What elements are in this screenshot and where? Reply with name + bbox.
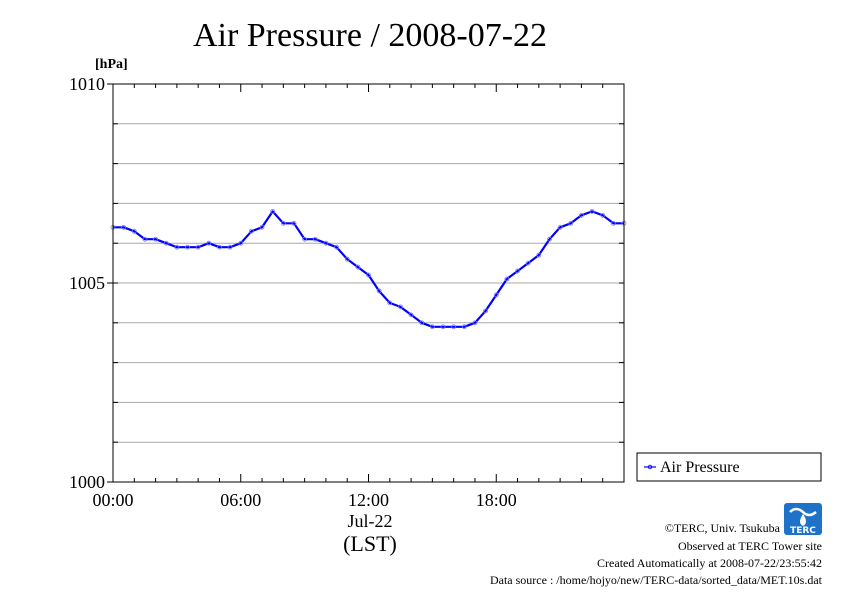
data-point — [557, 224, 563, 230]
data-point — [142, 236, 148, 242]
data-point — [163, 240, 169, 246]
y-tick-label: 1005 — [69, 273, 105, 293]
data-point — [493, 292, 499, 298]
data-point — [536, 252, 542, 258]
data-point — [121, 224, 127, 230]
data-point — [504, 276, 510, 282]
data-point — [429, 324, 435, 330]
x-axis-label: (LST) — [343, 531, 397, 556]
data-point — [525, 260, 531, 266]
series-layer — [110, 208, 627, 330]
copyright-text: ©TERC, Univ. Tsukuba — [665, 521, 781, 535]
data-point — [568, 220, 574, 226]
x-tick-label: 06:00 — [220, 490, 261, 510]
x-axis-ticks: 00:00 06:00 12:00 18:00 — [92, 84, 625, 510]
terc-logo: TERC — [784, 503, 822, 536]
data-point — [323, 240, 329, 246]
data-point — [248, 228, 254, 234]
data-point — [610, 220, 616, 226]
y-tick-label: 1000 — [69, 472, 105, 492]
data-point — [302, 236, 308, 242]
y-axis-unit: [hPa] — [95, 57, 128, 72]
legend-label: Air Pressure — [660, 459, 740, 476]
data-point — [259, 224, 265, 230]
data-point — [206, 240, 212, 246]
data-point — [483, 308, 489, 314]
data-point — [131, 228, 137, 234]
data-point — [355, 264, 361, 270]
series-line — [113, 210, 624, 328]
x-tick-label: 18:00 — [476, 490, 517, 510]
data-point — [291, 220, 297, 226]
data-point — [366, 272, 371, 278]
data-point — [227, 244, 233, 250]
data-point — [174, 244, 180, 250]
data-point — [515, 268, 520, 274]
y-tick-label: 1010 — [69, 74, 105, 94]
legend: Air Pressure — [636, 452, 822, 482]
data-point — [217, 244, 222, 250]
x-tick-label: 00:00 — [92, 490, 133, 510]
data-point — [238, 240, 244, 246]
chart-title: Air Pressure / 2008-07-22 — [193, 17, 547, 54]
legend-marker — [647, 464, 653, 470]
source-text: Data source : /home/hojyo/new/TERC-data/… — [490, 573, 823, 587]
observed-text: Observed at TERC Tower site — [678, 539, 822, 553]
data-point — [270, 208, 276, 214]
data-point — [600, 212, 606, 218]
data-point — [589, 208, 595, 214]
data-point — [376, 288, 382, 294]
data-point — [408, 312, 414, 318]
data-point — [451, 324, 457, 330]
data-point — [461, 324, 467, 330]
logo-text: TERC — [790, 526, 816, 536]
data-point — [334, 244, 339, 250]
data-point — [195, 244, 201, 250]
plot-frame — [112, 83, 625, 483]
x-tick-label: 12:00 — [348, 490, 389, 510]
data-point — [440, 324, 446, 330]
data-point — [312, 236, 318, 242]
legend-box — [636, 452, 822, 482]
data-point — [398, 304, 403, 310]
data-point — [472, 320, 478, 326]
logo-drop — [800, 514, 806, 526]
data-point — [419, 320, 425, 326]
data-point — [547, 236, 552, 242]
x-date-label: Jul-22 — [348, 511, 393, 531]
data-point — [153, 236, 158, 242]
created-text: Created Automatically at 2008-07-22/23:5… — [597, 556, 822, 570]
data-point — [387, 300, 393, 306]
logo-wave — [789, 507, 817, 517]
y-axis-ticks: 1000 1005 1010 — [69, 74, 624, 492]
data-point — [280, 220, 286, 226]
data-point — [344, 256, 350, 262]
grid-lines — [113, 123, 624, 443]
data-point — [185, 244, 190, 250]
data-point — [579, 212, 584, 218]
